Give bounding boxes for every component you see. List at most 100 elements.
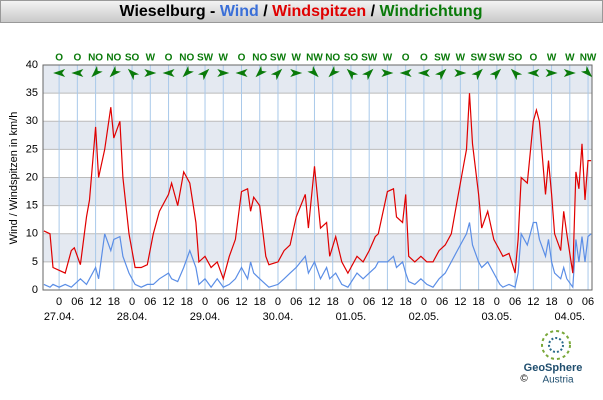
wind-arrow	[91, 65, 103, 78]
wind-arrow	[545, 69, 558, 77]
wind-direction-label: SW	[197, 53, 214, 64]
y-tick-label: 20	[26, 171, 38, 183]
title-part: Wind	[220, 3, 259, 20]
title-part: /	[366, 3, 379, 20]
x-tick-label: 12	[308, 296, 320, 308]
y-tick-label: 25	[26, 143, 38, 155]
wind-direction-label: O	[529, 53, 537, 64]
wind-arrow	[580, 65, 593, 78]
wind-arrow	[71, 69, 84, 77]
y-tick-label: 35	[26, 87, 38, 99]
wind-direction-label: O	[238, 53, 246, 64]
day-label: 27.04.	[44, 311, 75, 323]
x-tick-label: 12	[527, 296, 539, 308]
copyright: ©	[520, 374, 528, 385]
x-tick-label: 0	[129, 296, 135, 308]
x-tick-label: 18	[327, 296, 339, 308]
wind-arrow	[381, 69, 394, 77]
wind-arrow	[362, 68, 374, 81]
x-tick-label: 0	[494, 296, 500, 308]
y-tick-label: 0	[32, 284, 38, 296]
wind-arrow	[127, 68, 140, 81]
day-label: 28.04.	[117, 311, 148, 323]
wind-arrow	[290, 69, 303, 77]
band	[43, 121, 592, 150]
x-tick-label: 12	[162, 296, 174, 308]
x-tick-label: 18	[545, 296, 557, 308]
title-part: Windrichtung	[380, 3, 483, 20]
wind-arrow	[182, 65, 194, 78]
x-tick-label: 06	[144, 296, 156, 308]
wind-arrow	[270, 68, 283, 81]
wind-direction-label: NO	[106, 53, 121, 64]
y-tick-label: 5	[32, 256, 38, 268]
chart-title: Wieselburg - Wind / Windspitzen / Windri…	[120, 3, 483, 20]
axis-frame	[42, 64, 593, 291]
logo-icon	[548, 337, 564, 353]
wind-direction-label: SO	[344, 53, 359, 64]
wind-arrow	[454, 69, 467, 77]
wind-arrow	[328, 65, 340, 78]
wind-arrow	[162, 69, 175, 77]
y-tick-label: 15	[26, 200, 38, 212]
wind-arrow	[527, 69, 540, 77]
wind-arrow	[144, 69, 157, 77]
wind-direction-label: SW	[434, 53, 451, 64]
x-tick-label: 0	[421, 296, 427, 308]
wind-arrow	[53, 69, 66, 77]
wind-direction-label: O	[55, 53, 63, 64]
wind-direction-label: O	[420, 53, 428, 64]
x-tick-label: 06	[71, 296, 83, 308]
wind-arrow	[435, 68, 447, 81]
series-line	[43, 221, 592, 289]
day-label: 29.04.	[190, 311, 221, 323]
wind-direction-label: SO	[125, 53, 140, 64]
wind-direction-label: SW	[361, 53, 378, 64]
x-tick-label: 06	[582, 296, 594, 308]
wind-arrow	[489, 68, 502, 81]
wind-direction-label: W	[565, 53, 575, 64]
x-tick-label: 18	[472, 296, 484, 308]
wind-direction-label: W	[219, 53, 229, 64]
x-tick-label: 12	[89, 296, 101, 308]
x-tick-label: 0	[202, 296, 208, 308]
wind-arrow	[197, 68, 210, 81]
x-tick-label: 06	[363, 296, 375, 308]
wind-arrow	[563, 69, 576, 77]
wind-direction-label: NO	[325, 53, 340, 64]
wind-direction-label: W	[146, 53, 156, 64]
wind-direction-label: W	[547, 53, 557, 64]
logo: GeoSphere Austria ©	[520, 330, 582, 386]
y-tick-label: 30	[26, 115, 38, 127]
x-tick-label: 06	[217, 296, 229, 308]
title-part: Wieselburg -	[120, 3, 220, 20]
wind-direction-label: NW	[580, 53, 597, 64]
wind-direction-label: O	[73, 53, 81, 64]
x-tick-label: 18	[181, 296, 193, 308]
logo-sub: Austria	[542, 375, 574, 386]
wind-arrow	[399, 69, 412, 77]
x-tick-label: 0	[348, 296, 354, 308]
day-label: 04.05.	[555, 311, 586, 323]
y-tick-label: 40	[26, 59, 38, 71]
wind-direction-label: O	[165, 53, 173, 64]
wind-arrow	[417, 69, 430, 77]
title-part: /	[259, 3, 272, 20]
wind-arrow	[510, 68, 523, 81]
day-label: 01.05.	[336, 311, 367, 323]
x-tick-label: 12	[454, 296, 466, 308]
x-tick-label: 06	[436, 296, 448, 308]
title-part: Windspitzen	[272, 3, 366, 20]
series-line	[43, 93, 592, 281]
x-tick-label: 18	[254, 296, 266, 308]
wind-arrow	[235, 69, 248, 77]
wind-direction-label: SO	[508, 53, 523, 64]
logo-icon	[541, 330, 571, 360]
x-tick-label: 06	[509, 296, 521, 308]
plot-area	[42, 64, 593, 291]
wind-direction-label: SW	[270, 53, 287, 64]
band	[43, 233, 592, 262]
wind-direction-label: NO	[179, 53, 194, 64]
wind-direction-label: NO	[252, 53, 267, 64]
